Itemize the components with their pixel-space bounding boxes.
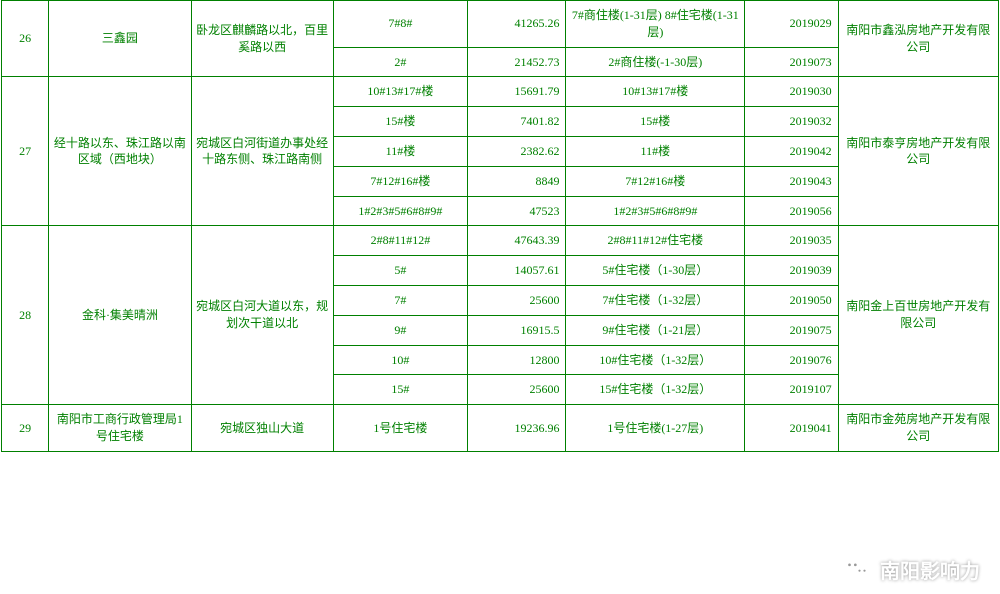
area-cell: 8849 xyxy=(468,166,566,196)
area-cell: 14057.61 xyxy=(468,256,566,286)
building-cell: 1号住宅楼 xyxy=(333,405,467,452)
permit-cell: 2019056 xyxy=(745,196,838,226)
permit-cell: 2019032 xyxy=(745,107,838,137)
building-cell: 15#楼 xyxy=(333,107,467,137)
area-cell: 41265.26 xyxy=(468,1,566,48)
building-cell: 5# xyxy=(333,256,467,286)
idx-cell: 27 xyxy=(2,77,49,226)
data-table: 26三鑫园卧龙区麒麟路以北，百里奚路以西7#8#41265.267#商住楼(1-… xyxy=(1,0,999,452)
company-cell: 南阳市鑫泓房地产开发有限公司 xyxy=(838,1,998,77)
desc-cell: 7#12#16#楼 xyxy=(566,166,745,196)
desc-cell: 1号住宅楼(1-27层) xyxy=(566,405,745,452)
area-cell: 12800 xyxy=(468,345,566,375)
area-cell: 15691.79 xyxy=(468,77,566,107)
desc-cell: 2#商住楼(-1-30层) xyxy=(566,47,745,77)
building-cell: 2# xyxy=(333,47,467,77)
location-cell: 宛城区白河街道办事处经十路东侧、珠江路南侧 xyxy=(191,77,333,226)
permit-cell: 2019029 xyxy=(745,1,838,48)
area-cell: 21452.73 xyxy=(468,47,566,77)
location-cell: 宛城区独山大道 xyxy=(191,405,333,452)
desc-cell: 9#住宅楼（1-21层） xyxy=(566,315,745,345)
project-cell: 南阳市工商行政管理局1号住宅楼 xyxy=(49,405,191,452)
area-cell: 16915.5 xyxy=(468,315,566,345)
project-cell: 金科·集美晴洲 xyxy=(49,226,191,405)
building-cell: 1#2#3#5#6#8#9# xyxy=(333,196,467,226)
desc-cell: 15#楼 xyxy=(566,107,745,137)
building-cell: 15# xyxy=(333,375,467,405)
project-cell: 三鑫园 xyxy=(49,1,191,77)
table-row: 29南阳市工商行政管理局1号住宅楼宛城区独山大道1号住宅楼19236.961号住… xyxy=(2,405,999,452)
building-cell: 7#8# xyxy=(333,1,467,48)
permit-cell: 2019075 xyxy=(745,315,838,345)
idx-cell: 29 xyxy=(2,405,49,452)
idx-cell: 28 xyxy=(2,226,49,405)
company-cell: 南阳市金苑房地产开发有限公司 xyxy=(838,405,998,452)
area-cell: 25600 xyxy=(468,375,566,405)
company-cell: 南阳金上百世房地产开发有限公司 xyxy=(838,226,998,405)
permit-cell: 2019041 xyxy=(745,405,838,452)
permit-cell: 2019107 xyxy=(745,375,838,405)
permit-cell: 2019076 xyxy=(745,345,838,375)
desc-cell: 11#楼 xyxy=(566,136,745,166)
table-row: 26三鑫园卧龙区麒麟路以北，百里奚路以西7#8#41265.267#商住楼(1-… xyxy=(2,1,999,48)
area-cell: 47643.39 xyxy=(468,226,566,256)
wechat-icon xyxy=(842,554,872,584)
area-cell: 25600 xyxy=(468,285,566,315)
company-cell: 南阳市泰亨房地产开发有限公司 xyxy=(838,77,998,226)
area-cell: 7401.82 xyxy=(468,107,566,137)
desc-cell: 7#商住楼(1-31层) 8#住宅楼(1-31层) xyxy=(566,1,745,48)
desc-cell: 5#住宅楼（1-30层） xyxy=(566,256,745,286)
desc-cell: 10#13#17#楼 xyxy=(566,77,745,107)
building-cell: 2#8#11#12# xyxy=(333,226,467,256)
building-cell: 10# xyxy=(333,345,467,375)
permit-cell: 2019073 xyxy=(745,47,838,77)
building-cell: 7#12#16#楼 xyxy=(333,166,467,196)
table-row: 27经十路以东、珠江路以南区域（西地块）宛城区白河街道办事处经十路东侧、珠江路南… xyxy=(2,77,999,107)
area-cell: 2382.62 xyxy=(468,136,566,166)
permit-cell: 2019030 xyxy=(745,77,838,107)
desc-cell: 10#住宅楼（1-32层） xyxy=(566,345,745,375)
permit-cell: 2019042 xyxy=(745,136,838,166)
project-cell: 经十路以东、珠江路以南区域（西地块） xyxy=(49,77,191,226)
building-cell: 9# xyxy=(333,315,467,345)
watermark-text: 南阳影响力 xyxy=(880,555,980,584)
idx-cell: 26 xyxy=(2,1,49,77)
building-cell: 10#13#17#楼 xyxy=(333,77,467,107)
desc-cell: 1#2#3#5#6#8#9# xyxy=(566,196,745,226)
table-row: 28金科·集美晴洲宛城区白河大道以东，规划次干道以北2#8#11#12#4764… xyxy=(2,226,999,256)
permit-cell: 2019050 xyxy=(745,285,838,315)
permit-cell: 2019035 xyxy=(745,226,838,256)
desc-cell: 15#住宅楼（1-32层） xyxy=(566,375,745,405)
area-cell: 19236.96 xyxy=(468,405,566,452)
permit-cell: 2019043 xyxy=(745,166,838,196)
desc-cell: 2#8#11#12#住宅楼 xyxy=(566,226,745,256)
watermark: 南阳影响力 xyxy=(842,554,980,584)
building-cell: 11#楼 xyxy=(333,136,467,166)
area-cell: 47523 xyxy=(468,196,566,226)
location-cell: 宛城区白河大道以东，规划次干道以北 xyxy=(191,226,333,405)
location-cell: 卧龙区麒麟路以北，百里奚路以西 xyxy=(191,1,333,77)
building-cell: 7# xyxy=(333,285,467,315)
permit-cell: 2019039 xyxy=(745,256,838,286)
desc-cell: 7#住宅楼（1-32层） xyxy=(566,285,745,315)
